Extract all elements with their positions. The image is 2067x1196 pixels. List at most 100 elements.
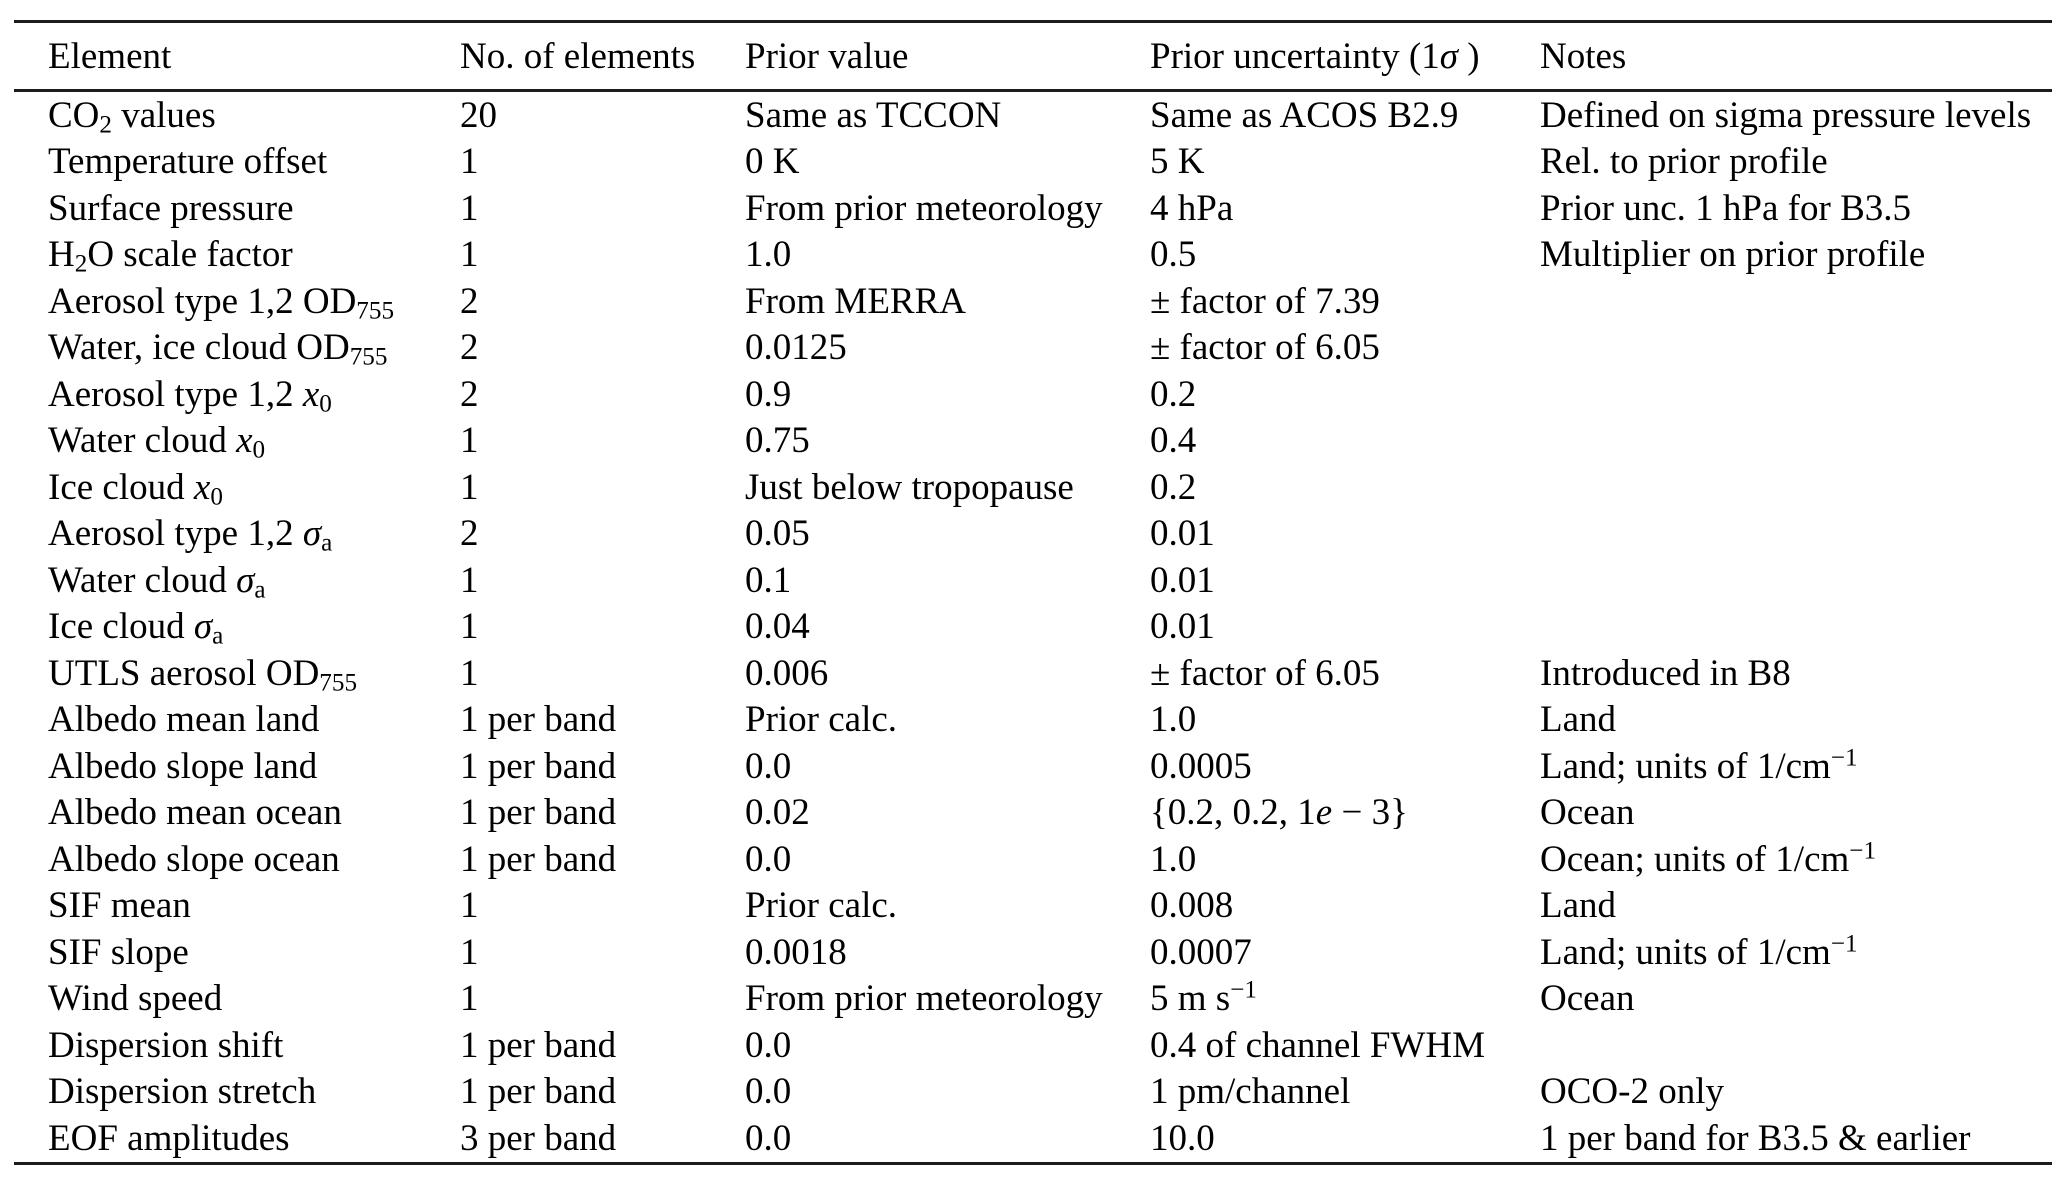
cell-count: 1 per band bbox=[460, 792, 617, 834]
cell-count: 2 bbox=[460, 513, 479, 555]
cell-count: 1 bbox=[460, 420, 479, 462]
cell-notes bbox=[1540, 418, 2052, 465]
column-header-prior-uncertainty: Prior uncertainty (1σ ) bbox=[1150, 35, 1480, 77]
cell-notes bbox=[1540, 278, 2052, 325]
cell-prior-value: From prior meteorology bbox=[745, 978, 1103, 1020]
table-row: Ice cloud σa 1 0.04 0.01 bbox=[14, 604, 2052, 651]
cell-element: UTLS aerosol OD755 bbox=[48, 652, 358, 697]
cell-count: 1 per band bbox=[460, 699, 617, 741]
cell-count: 2 bbox=[460, 327, 479, 369]
cell-element: Surface pressure bbox=[48, 187, 294, 229]
cell-prior-uncertainty: 5 K bbox=[1150, 141, 1205, 183]
cell-notes: Land bbox=[1540, 885, 1617, 927]
table-row: EOF amplitudes 3 per band 0.0 10.0 1 per ban… bbox=[14, 1115, 2052, 1163]
cell-count: 1 bbox=[460, 141, 479, 183]
cell-notes: Land; units of 1/cm−1 bbox=[1540, 744, 1858, 787]
table-row: Albedo slope ocean 1 per band 0.0 1.0 Ocean;… bbox=[14, 836, 2052, 883]
table-row: Albedo slope land 1 per band 0.0 0.0005 Land… bbox=[14, 743, 2052, 790]
cell-notes: Land bbox=[1540, 699, 1617, 741]
cell-prior-uncertainty: 0.01 bbox=[1150, 513, 1215, 555]
cell-element: Water cloud x0 bbox=[48, 420, 266, 464]
column-header-no-of-elements: No. of elements bbox=[460, 35, 696, 77]
cell-element: Ice cloud σa bbox=[48, 606, 224, 650]
cell-notes bbox=[1540, 557, 2052, 604]
cell-notes bbox=[1540, 604, 2052, 651]
cell-count: 1 bbox=[460, 559, 479, 601]
cell-notes: Prior unc. 1 hPa for B3.5 bbox=[1540, 187, 1911, 229]
cell-notes bbox=[1540, 464, 2052, 511]
cell-prior-value: 0.0 bbox=[745, 1071, 792, 1113]
table-row: Albedo mean ocean 1 per band 0.02 {0.2, 0.2… bbox=[14, 790, 2052, 837]
cell-element: Albedo slope ocean bbox=[48, 838, 340, 880]
cell-element: Temperature offset bbox=[48, 141, 328, 183]
cell-element: Water cloud σa bbox=[48, 559, 266, 604]
cell-prior-value: Just below tropopause bbox=[745, 466, 1074, 508]
cell-prior-value: Prior calc. bbox=[745, 699, 898, 741]
cell-notes: Multiplier on prior profile bbox=[1540, 234, 1926, 276]
cell-prior-uncertainty: {0.2, 0.2, 1e − 3} bbox=[1150, 792, 1408, 834]
cell-notes: Land; units of 1/cm−1 bbox=[1540, 930, 1858, 973]
cell-count: 1 bbox=[460, 931, 479, 973]
cell-prior-uncertainty: 0.0007 bbox=[1150, 931, 1252, 973]
cell-prior-uncertainty: 5 m s−1 bbox=[1150, 976, 1257, 1020]
table-row: Dispersion stretch 1 per band 0.0 1 pm/chan… bbox=[14, 1069, 2052, 1116]
cell-prior-uncertainty: 0.01 bbox=[1150, 559, 1215, 601]
cell-prior-value: 0.04 bbox=[745, 606, 810, 648]
table-row: Aerosol type 1,2 σa 2 0.05 0.01 bbox=[14, 511, 2052, 558]
cell-prior-value: 0.05 bbox=[745, 513, 810, 555]
cell-prior-uncertainty: 10.0 bbox=[1150, 1117, 1215, 1159]
cell-prior-uncertainty: 4 hPa bbox=[1150, 187, 1234, 229]
column-header-element: Element bbox=[48, 35, 172, 77]
table-row: Water, ice cloud OD755 2 0.0125 ± factor of… bbox=[14, 325, 2052, 372]
cell-count: 1 bbox=[460, 652, 479, 694]
cell-notes: Defined on sigma pressure levels bbox=[1540, 94, 2032, 136]
cell-notes bbox=[1540, 1022, 2052, 1069]
cell-prior-value: Prior calc. bbox=[745, 885, 898, 927]
cell-prior-uncertainty: ± factor of 6.05 bbox=[1150, 327, 1380, 369]
cell-element: Albedo mean land bbox=[48, 699, 320, 741]
cell-notes: 1 per band for B3.5 & earlier bbox=[1540, 1117, 1971, 1159]
cell-prior-uncertainty: 0.2 bbox=[1150, 373, 1197, 415]
cell-prior-value: From MERRA bbox=[745, 280, 967, 322]
table-row: Aerosol type 1,2 OD755 2 From MERRA ± facto… bbox=[14, 278, 2052, 325]
cell-prior-value: 0.006 bbox=[745, 652, 829, 694]
cell-element: SIF mean bbox=[48, 885, 191, 927]
cell-prior-uncertainty: 1 pm/channel bbox=[1150, 1071, 1351, 1113]
cell-notes bbox=[1540, 371, 2052, 418]
cell-prior-value: 0.0125 bbox=[745, 327, 847, 369]
table-row: H2O scale factor 1 1.0 0.5 Multiplier on pri… bbox=[14, 232, 2052, 279]
table-row: Surface pressure 1 From prior meteorology 4… bbox=[14, 185, 2052, 232]
cell-notes: Introduced in B8 bbox=[1540, 652, 1791, 694]
cell-count: 1 bbox=[460, 187, 479, 229]
cell-element: Ice cloud x0 bbox=[48, 466, 223, 511]
table-row: UTLS aerosol OD755 1 0.006 ± factor of 6.05… bbox=[14, 650, 2052, 697]
cell-element: SIF slope bbox=[48, 931, 189, 973]
cell-element: Aerosol type 1,2 σa bbox=[48, 513, 333, 557]
table-row: SIF slope 1 0.0018 0.0007 Land; units of 1/c… bbox=[14, 929, 2052, 976]
cell-prior-value: Same as TCCON bbox=[745, 94, 1002, 136]
cell-prior-value: 0.0 bbox=[745, 1117, 792, 1159]
cell-notes: Rel. to prior profile bbox=[1540, 141, 1828, 183]
cell-element: Dispersion shift bbox=[48, 1024, 284, 1066]
table-row: Albedo mean land 1 per band Prior calc. 1.0… bbox=[14, 697, 2052, 744]
cell-count: 20 bbox=[460, 94, 497, 136]
table-row: Ice cloud x0 1 Just below tropopause 0.2 bbox=[14, 464, 2052, 511]
cell-prior-value: 0.0018 bbox=[745, 931, 847, 973]
cell-prior-uncertainty: 0.2 bbox=[1150, 466, 1197, 508]
cell-count: 1 bbox=[460, 606, 479, 648]
table-body: CO2 values 20 Same as TCCON Same as ACOS B2… bbox=[14, 91, 2052, 1164]
cell-element: Albedo slope land bbox=[48, 745, 318, 787]
column-header-notes: Notes bbox=[1540, 35, 1627, 77]
cell-prior-value: 0 K bbox=[745, 141, 800, 183]
table-row: Dispersion shift 1 per band 0.0 0.4 of chan… bbox=[14, 1022, 2052, 1069]
cell-prior-uncertainty: 0.008 bbox=[1150, 885, 1234, 927]
cell-prior-uncertainty: 0.0005 bbox=[1150, 745, 1252, 787]
cell-notes: Ocean bbox=[1540, 792, 1635, 834]
cell-prior-uncertainty: ± factor of 7.39 bbox=[1150, 280, 1380, 322]
table-row: Wind speed 1 From prior meteorology 5 m s−1… bbox=[14, 976, 2052, 1023]
table-header-row: Element No. of elements Prior value Prio… bbox=[14, 22, 2052, 91]
cell-notes: OCO-2 only bbox=[1540, 1071, 1724, 1113]
cell-prior-value: 0.02 bbox=[745, 792, 810, 834]
cell-count: 1 per band bbox=[460, 1024, 617, 1066]
cell-prior-uncertainty: 0.4 bbox=[1150, 420, 1197, 462]
